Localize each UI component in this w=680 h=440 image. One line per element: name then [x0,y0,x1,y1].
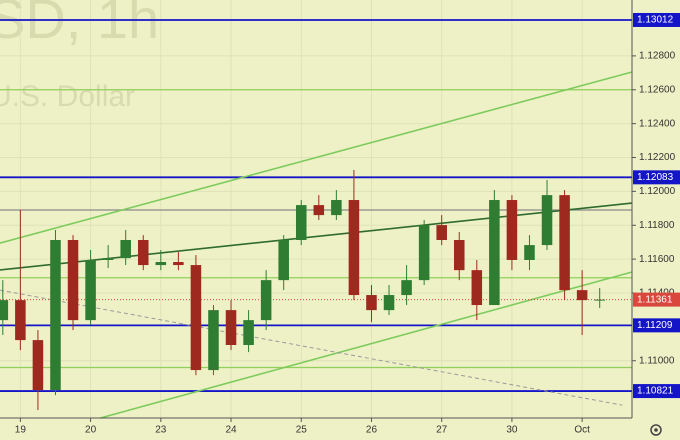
x-tick-label: Oct [574,425,590,436]
candle-body [348,200,360,296]
x-tick-label: 24 [225,425,237,436]
watermark-title: SD, 1h [0,0,159,50]
candle-body [471,270,483,306]
current-price-tag [633,292,680,307]
candle-body [32,340,44,391]
candle-body [366,295,377,311]
x-tick-label: 25 [296,425,308,436]
candle-body [260,280,272,321]
level-tag [633,318,680,333]
candle-body [243,320,254,346]
candle-body [295,205,307,240]
candle-body [559,195,570,291]
trend-line [0,71,633,244]
y-tick-label: 1.12200 [639,152,676,163]
candle-body [524,245,535,260]
level-tag-label: 1.11209 [637,320,673,331]
trend-line [100,271,633,419]
y-tick-label: 1.12400 [639,118,676,129]
candle-body [576,290,588,301]
level-tag-label: 1.12083 [637,172,674,183]
y-tick-label: 1.12000 [639,186,676,197]
x-tick-label: 23 [155,425,167,436]
candle-body [383,295,395,311]
settings-button[interactable] [650,424,662,436]
candle-body [225,310,237,346]
level-tag [633,12,680,27]
candle-body [436,225,447,240]
candle-body [489,200,500,306]
level-tag [633,170,680,185]
candle-body [155,262,167,266]
x-tick-label: 26 [366,425,378,436]
y-tick-label: 1.12600 [639,84,676,95]
candle-body [506,200,518,260]
candle-body [120,239,131,259]
candle-body [278,239,289,281]
x-tick-label: 30 [506,425,518,436]
level-tag-label: 1.10821 [637,386,674,397]
candle-body [594,299,605,301]
candle-body [418,225,430,281]
x-tick-label: 20 [85,425,97,436]
settings-icon-center[interactable] [654,428,658,432]
candle-body [102,258,114,260]
candle-body [190,265,202,371]
candle-body [313,205,325,216]
candle-body [137,239,149,266]
y-tick-label: 1.12800 [639,51,676,62]
level-tag-label: 1.13012 [637,15,674,26]
candle-body [15,300,26,341]
y-tick-label: 1.11600 [639,254,675,265]
candle-body [331,200,342,216]
trend-line [0,289,623,406]
candle-body [173,262,184,266]
candle-body [453,239,465,271]
candle-body [50,239,61,391]
settings-icon[interactable] [650,424,662,436]
plot-area [0,0,633,419]
x-tick-label: 19 [15,425,27,436]
current-price-label: 1.11361 [637,294,673,305]
candle-body [85,259,96,321]
candle-body [208,310,219,371]
x-tick-label: 27 [436,425,448,436]
y-tick-label: 1.11000 [639,355,675,366]
candle-body [401,280,412,296]
level-tag [633,384,680,399]
candle-body [541,195,553,246]
candle-body [67,239,79,321]
y-tick-label: 1.11800 [639,220,675,231]
candle-body [0,300,9,321]
watermark-subtitle: U.S. Dollar [0,80,135,113]
